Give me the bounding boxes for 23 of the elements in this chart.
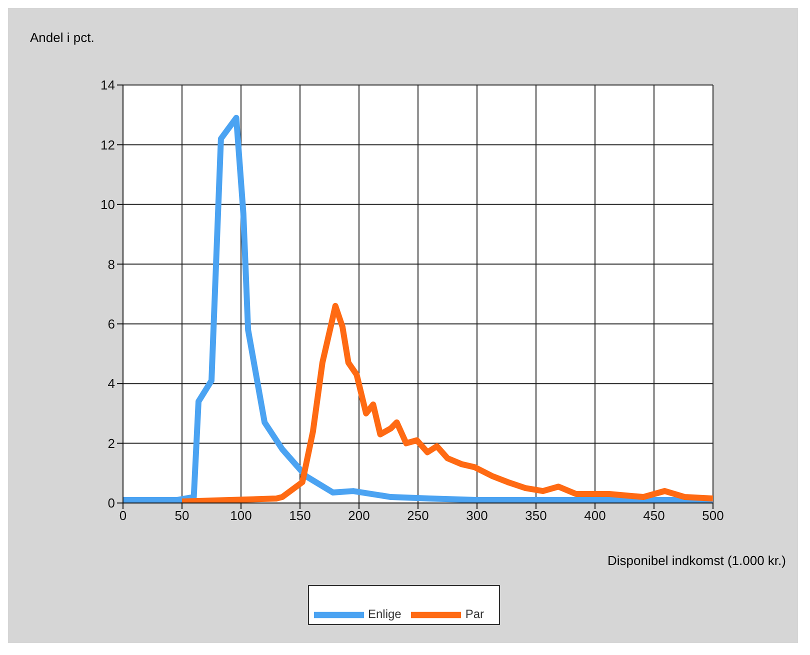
y-tick-label: 8 [108,256,115,272]
x-tick-label: 200 [348,508,370,524]
y-tick-label: 4 [108,376,115,392]
x-tick-label: 450 [643,508,665,524]
legend-label: Enlige [368,607,402,622]
legend-label: Par [465,607,484,622]
x-tick-label: 400 [584,508,606,524]
y-tick-label: 12 [100,137,115,152]
y-tick-label: 10 [100,197,115,212]
x-tick-label: 150 [289,508,311,524]
x-tick-label: 350 [525,508,547,524]
x-tick-label: 250 [407,508,429,524]
y-axis-title: Andel i pct. [30,30,94,45]
x-tick-label: 300 [466,508,488,524]
y-tick-label: 14 [100,78,115,93]
y-tick-label: 6 [108,316,115,332]
x-tick-label: 500 [702,508,724,524]
x-tick-label: 0 [119,508,127,524]
x-tick-label: 100 [230,508,252,524]
x-tick-label: 50 [174,508,190,524]
y-tick-label: 0 [108,496,115,511]
x-axis-title: Disponibel indkomst (1.000 kr.) [608,553,786,568]
y-tick-label: 2 [108,436,115,451]
